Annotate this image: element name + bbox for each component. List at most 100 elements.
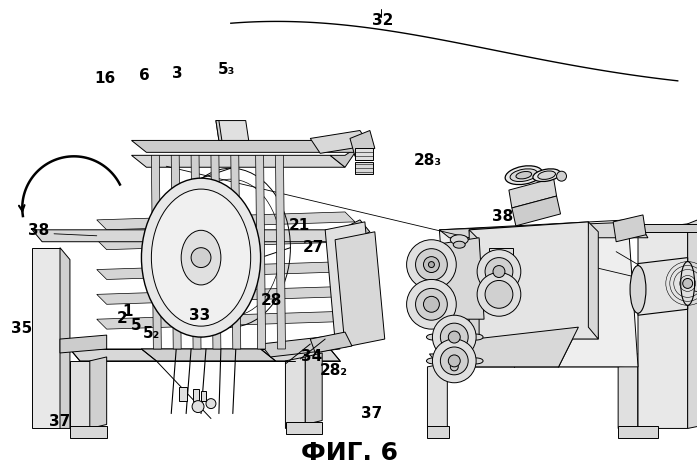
- Circle shape: [424, 297, 440, 312]
- Polygon shape: [171, 155, 181, 349]
- Polygon shape: [96, 212, 355, 230]
- Polygon shape: [454, 327, 578, 367]
- Polygon shape: [305, 353, 322, 424]
- Bar: [428, 426, 449, 439]
- Ellipse shape: [538, 171, 556, 180]
- Polygon shape: [618, 363, 638, 429]
- Polygon shape: [141, 349, 275, 361]
- Ellipse shape: [510, 169, 538, 181]
- Polygon shape: [428, 363, 447, 429]
- Circle shape: [477, 250, 521, 293]
- Polygon shape: [191, 155, 201, 349]
- Polygon shape: [32, 230, 350, 242]
- Ellipse shape: [181, 230, 221, 285]
- Circle shape: [192, 400, 204, 413]
- Text: 1: 1: [122, 304, 133, 319]
- Bar: [489, 248, 513, 264]
- Polygon shape: [310, 332, 352, 353]
- Text: 28₃: 28₃: [414, 153, 442, 168]
- Circle shape: [485, 281, 513, 308]
- Ellipse shape: [152, 189, 251, 326]
- Polygon shape: [60, 248, 70, 429]
- Bar: [70, 426, 107, 439]
- Text: 6: 6: [139, 68, 150, 83]
- Text: 5₃: 5₃: [218, 62, 236, 77]
- Polygon shape: [638, 224, 688, 429]
- Text: 5₂: 5₂: [143, 326, 159, 341]
- Polygon shape: [96, 286, 355, 304]
- Polygon shape: [638, 258, 688, 315]
- Polygon shape: [512, 196, 561, 226]
- Ellipse shape: [516, 172, 532, 179]
- Polygon shape: [261, 336, 340, 357]
- Text: 27: 27: [303, 240, 324, 255]
- Polygon shape: [613, 215, 646, 242]
- Polygon shape: [310, 131, 370, 153]
- Text: 3: 3: [172, 66, 182, 81]
- Polygon shape: [152, 155, 161, 349]
- Polygon shape: [131, 141, 360, 152]
- Ellipse shape: [533, 169, 561, 181]
- Polygon shape: [256, 155, 266, 349]
- Text: 38: 38: [491, 209, 513, 224]
- Polygon shape: [440, 220, 638, 367]
- Polygon shape: [96, 232, 355, 250]
- Text: 28: 28: [261, 293, 282, 308]
- Text: 35: 35: [11, 321, 32, 336]
- Circle shape: [448, 331, 460, 343]
- Circle shape: [485, 258, 513, 285]
- Polygon shape: [211, 155, 221, 349]
- Polygon shape: [60, 335, 107, 353]
- Text: 2: 2: [117, 311, 128, 326]
- Polygon shape: [275, 155, 285, 349]
- Text: 32: 32: [372, 13, 394, 28]
- Polygon shape: [434, 238, 484, 319]
- Circle shape: [493, 266, 505, 277]
- Text: 37: 37: [361, 406, 382, 421]
- Polygon shape: [429, 354, 668, 367]
- Polygon shape: [70, 361, 89, 429]
- Polygon shape: [469, 222, 598, 339]
- Polygon shape: [440, 222, 648, 238]
- Text: 28₂: 28₂: [320, 363, 348, 377]
- Circle shape: [433, 315, 476, 359]
- Ellipse shape: [469, 358, 483, 364]
- Text: ФИГ. 6: ФИГ. 6: [301, 441, 398, 465]
- Bar: [489, 288, 513, 303]
- Bar: [618, 426, 658, 439]
- Ellipse shape: [630, 266, 646, 313]
- Polygon shape: [285, 357, 305, 429]
- Circle shape: [433, 339, 476, 383]
- Text: 16: 16: [94, 71, 116, 86]
- Ellipse shape: [681, 262, 695, 306]
- Polygon shape: [340, 220, 370, 242]
- Ellipse shape: [141, 178, 261, 337]
- Polygon shape: [32, 248, 60, 429]
- Polygon shape: [96, 262, 355, 280]
- Circle shape: [450, 363, 459, 371]
- Bar: [355, 149, 373, 160]
- Polygon shape: [216, 121, 249, 141]
- Polygon shape: [70, 349, 340, 361]
- Polygon shape: [509, 178, 556, 208]
- Text: 37: 37: [50, 414, 71, 429]
- Circle shape: [477, 273, 521, 316]
- Circle shape: [424, 257, 440, 273]
- Ellipse shape: [450, 235, 468, 245]
- Circle shape: [448, 355, 460, 367]
- Polygon shape: [96, 311, 355, 329]
- Polygon shape: [350, 131, 375, 157]
- Text: 34: 34: [301, 349, 322, 364]
- Bar: [638, 224, 698, 232]
- Polygon shape: [335, 232, 384, 347]
- Polygon shape: [330, 145, 360, 167]
- Ellipse shape: [426, 334, 440, 340]
- Polygon shape: [638, 359, 656, 429]
- Polygon shape: [216, 121, 222, 141]
- Circle shape: [556, 171, 566, 181]
- Circle shape: [191, 248, 211, 267]
- Text: 33: 33: [189, 307, 210, 322]
- Bar: [179, 387, 187, 400]
- Ellipse shape: [453, 241, 466, 248]
- Bar: [489, 267, 513, 283]
